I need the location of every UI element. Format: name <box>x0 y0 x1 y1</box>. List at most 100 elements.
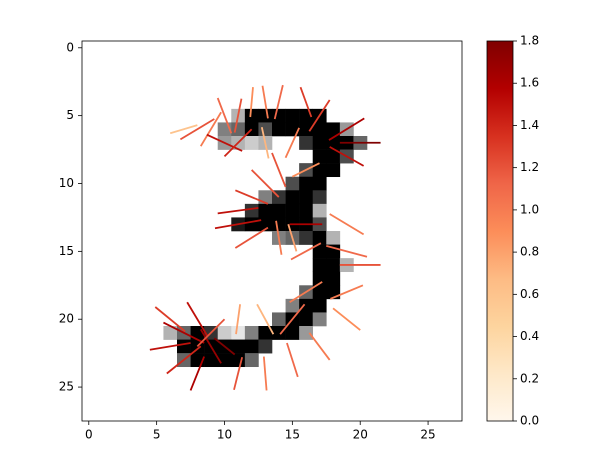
gradient-segment <box>329 213 365 236</box>
pixel <box>285 176 300 191</box>
gradient-segment <box>189 356 205 391</box>
pixel <box>285 122 300 137</box>
colorbar <box>486 40 514 422</box>
gradient-segment <box>166 345 202 375</box>
pixel <box>312 244 327 259</box>
pixel <box>244 353 259 368</box>
gradient-segment <box>196 318 226 347</box>
pixel <box>272 108 286 123</box>
pixel <box>163 326 178 340</box>
gradient-segment <box>275 220 283 255</box>
gradient-segment <box>299 86 313 118</box>
gradient-segment <box>199 111 222 147</box>
pixel <box>312 190 327 205</box>
pixel <box>204 353 219 368</box>
pixel <box>312 231 327 245</box>
pixel <box>244 136 259 150</box>
pixel <box>244 203 259 218</box>
pixel <box>326 149 341 164</box>
pixel <box>299 203 314 218</box>
pixel <box>326 271 341 286</box>
gradient-segment <box>330 284 364 300</box>
pixel <box>312 136 327 150</box>
gradient-segment <box>149 342 191 351</box>
pixel <box>258 339 273 354</box>
pixel <box>244 217 259 232</box>
pixel <box>285 203 300 218</box>
pixel <box>312 285 327 300</box>
y-tick-label: 15 <box>59 244 74 258</box>
colorbar-tick-label: 1.8 <box>520 34 539 48</box>
axes-frame <box>81 40 463 422</box>
pixel <box>258 108 273 123</box>
colorbar-tick-label: 0.8 <box>520 245 539 259</box>
pixel <box>177 339 191 354</box>
pixel <box>299 136 314 150</box>
y-tick-label: 0 <box>66 40 74 54</box>
gradient-segment <box>289 281 323 304</box>
gradient-segment <box>262 356 268 391</box>
x-tick-label: 15 <box>285 428 300 442</box>
y-tick-label: 25 <box>59 380 74 394</box>
gradient-segment <box>213 337 236 356</box>
gradient-segment <box>234 226 269 249</box>
pixel <box>258 122 273 137</box>
pixel <box>299 176 314 191</box>
gradient-segment <box>286 342 299 378</box>
x-tick-label: 5 <box>153 428 161 442</box>
pixel <box>299 122 314 137</box>
gradient-segment <box>279 303 306 335</box>
pixel <box>272 217 286 232</box>
gradient-segment <box>214 219 262 230</box>
pixel <box>312 298 327 313</box>
gradient-segment <box>308 99 331 132</box>
pixel <box>244 326 259 340</box>
pixel <box>217 326 232 340</box>
gradient-segment <box>235 304 241 335</box>
colorbar-tick-label: 0.0 <box>520 414 539 428</box>
gradient-segment <box>169 124 198 135</box>
gradient-segment <box>261 85 269 119</box>
pixel <box>244 108 259 123</box>
pixel <box>272 203 286 218</box>
gradient-segment <box>326 245 368 258</box>
gradient-segment <box>273 84 284 120</box>
pixel <box>326 258 341 273</box>
pixel <box>312 176 327 191</box>
pixel <box>231 122 246 137</box>
pixel <box>231 339 246 354</box>
gradient-segment <box>186 301 209 337</box>
pixel <box>272 326 286 340</box>
pixel <box>326 122 341 137</box>
pixel <box>285 190 300 205</box>
pixel <box>299 312 314 327</box>
pixel <box>299 190 314 205</box>
pixel <box>299 298 314 313</box>
gradient-segment <box>328 117 365 141</box>
pixel <box>299 326 314 340</box>
colorbar-tick-label: 1.4 <box>520 118 539 132</box>
gradient-segment <box>260 126 270 159</box>
y-tick-label: 5 <box>66 108 74 122</box>
pixel <box>299 231 314 245</box>
pixel <box>285 108 300 123</box>
gradient-segment <box>233 98 243 133</box>
gradient-segment <box>290 242 322 261</box>
pixel <box>312 312 327 327</box>
pixel <box>312 258 327 273</box>
gradient-segment <box>217 207 259 215</box>
pixel <box>258 203 273 218</box>
gradient-segment <box>287 223 298 252</box>
pixel <box>231 326 246 340</box>
x-tick-label: 25 <box>420 428 435 442</box>
gradient-segment <box>206 133 243 152</box>
x-tick-label: 20 <box>353 428 368 442</box>
pixel <box>272 122 286 137</box>
pixel <box>244 339 259 354</box>
gradient-segment <box>271 152 287 188</box>
gradient-segment <box>233 356 244 391</box>
gradient-segment <box>256 303 275 335</box>
pixel <box>312 122 327 137</box>
